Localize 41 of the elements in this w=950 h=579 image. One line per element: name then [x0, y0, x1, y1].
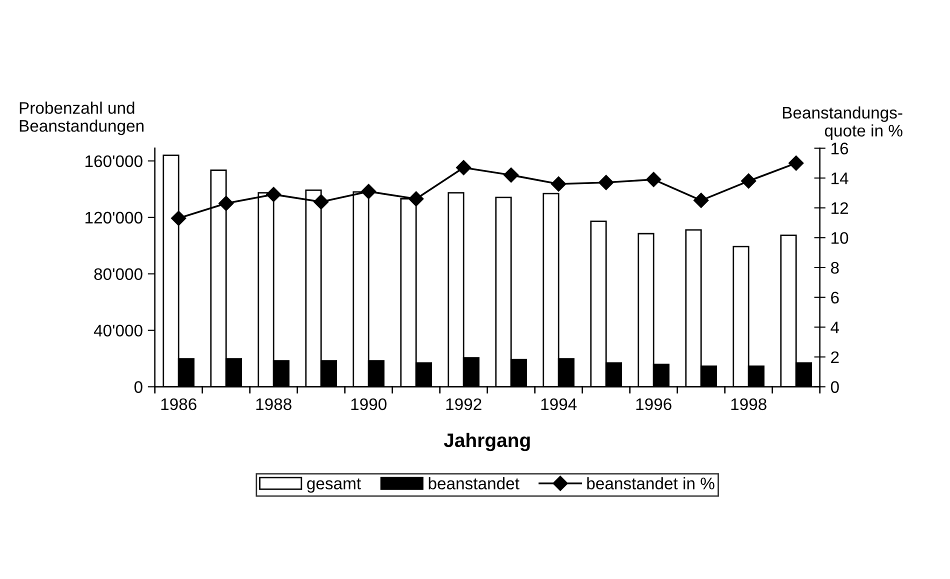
y2-tick-label: 2 — [831, 351, 839, 363]
y2-axis-title: Beanstandungs- quote in % — [782, 106, 902, 140]
x-tick-label: 1990 — [351, 398, 386, 410]
x-tick-label: 1986 — [161, 398, 196, 410]
y2-tick-label: 0 — [830, 381, 839, 393]
point — [361, 184, 376, 200]
x-tick-label: 1996 — [636, 398, 672, 410]
y-tick-label: 120'000 — [86, 212, 142, 224]
y-tick-label: 40'000 — [94, 324, 142, 337]
y-tick-label: 160'000 — [86, 155, 142, 168]
point — [456, 160, 472, 176]
y2-tick-label: 4 — [830, 322, 840, 334]
point — [314, 194, 329, 210]
x-tick-label: 1988 — [256, 398, 292, 410]
y2-tick-label: 14 — [832, 172, 848, 184]
point — [646, 172, 662, 188]
point — [788, 156, 804, 171]
point — [218, 196, 234, 211]
y2-tick-label: 16 — [832, 142, 848, 154]
point — [598, 174, 614, 190]
point — [694, 192, 709, 208]
y2-tick-label: 8 — [830, 262, 839, 274]
legend-label: beanstandet — [428, 477, 520, 490]
y-tick-label: 80'000 — [94, 268, 142, 280]
x-tick-label: 1998 — [731, 398, 766, 410]
y2-tick-label: 12 — [832, 202, 848, 214]
legend-label: beanstandet in % — [587, 477, 714, 490]
point — [741, 173, 756, 189]
x-tick-label: 1992 — [446, 398, 482, 410]
point — [551, 176, 566, 192]
point — [266, 186, 282, 202]
y-axis-title: Probenzahl und Beanstandungen — [20, 102, 144, 136]
point — [504, 167, 519, 183]
y2-tick-label: 6 — [831, 292, 839, 304]
x-axis-title: Jahrgang — [444, 432, 530, 452]
point — [171, 210, 186, 226]
x-tick-label: 1994 — [541, 398, 577, 410]
point — [408, 191, 424, 206]
y2-tick-label: 10 — [832, 232, 848, 244]
y-tick-label: 0 — [134, 381, 142, 393]
legend-label: gesamt — [307, 478, 361, 493]
